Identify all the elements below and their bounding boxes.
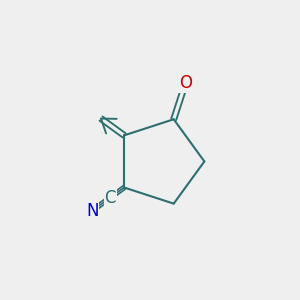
Text: N: N (86, 202, 98, 220)
Text: C: C (104, 189, 116, 207)
Text: O: O (179, 74, 192, 92)
